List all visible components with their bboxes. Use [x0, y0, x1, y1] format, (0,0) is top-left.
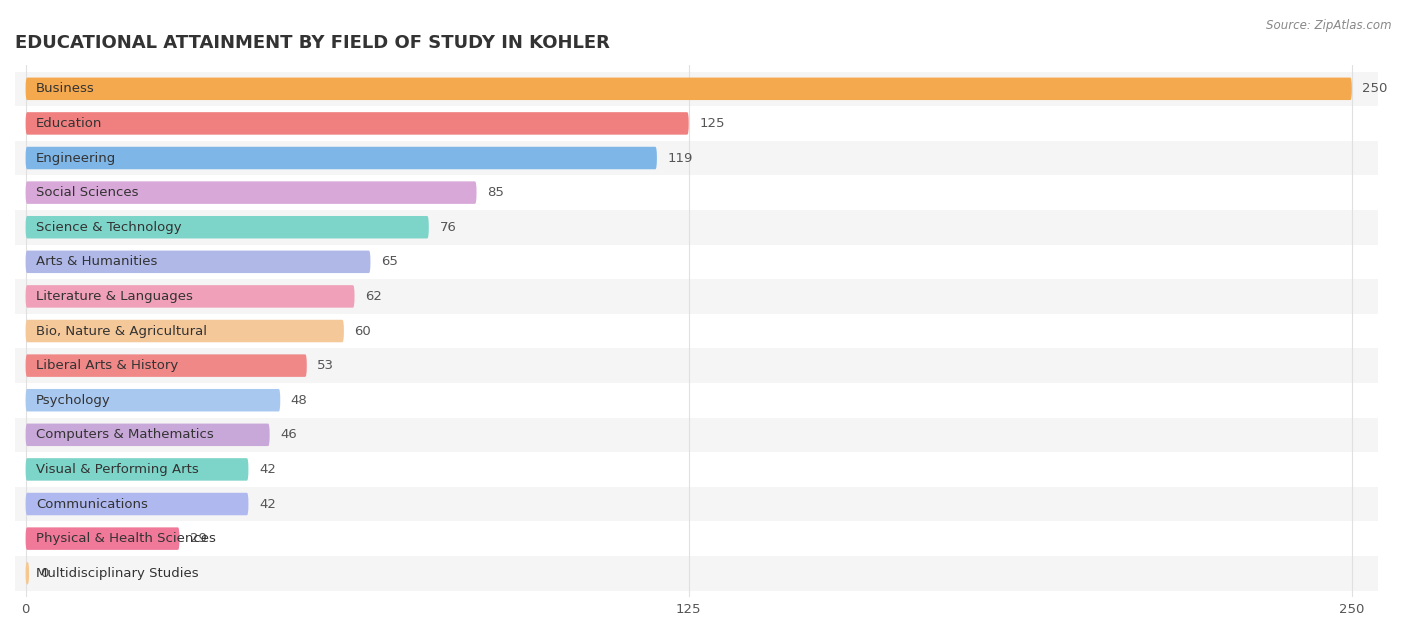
- Text: Business: Business: [37, 82, 96, 95]
- Bar: [0, 314, 1405, 348]
- Text: 60: 60: [354, 324, 371, 338]
- FancyBboxPatch shape: [25, 78, 1351, 100]
- Bar: [0, 175, 1405, 210]
- Text: 42: 42: [259, 463, 276, 476]
- Bar: [0, 556, 1405, 591]
- Bar: [0, 210, 1405, 245]
- Text: 0: 0: [39, 567, 48, 580]
- Bar: [0, 487, 1405, 521]
- Text: 65: 65: [381, 256, 398, 268]
- Text: 85: 85: [486, 186, 503, 199]
- Bar: [0, 418, 1405, 452]
- Text: Bio, Nature & Agricultural: Bio, Nature & Agricultural: [37, 324, 207, 338]
- Text: Computers & Mathematics: Computers & Mathematics: [37, 428, 214, 441]
- Text: Source: ZipAtlas.com: Source: ZipAtlas.com: [1267, 19, 1392, 32]
- Text: Engineering: Engineering: [37, 151, 117, 165]
- FancyBboxPatch shape: [25, 355, 307, 377]
- Text: Literature & Languages: Literature & Languages: [37, 290, 193, 303]
- Text: Liberal Arts & History: Liberal Arts & History: [37, 359, 179, 372]
- FancyBboxPatch shape: [25, 423, 270, 446]
- Text: 29: 29: [190, 532, 207, 545]
- Text: Physical & Health Sciences: Physical & Health Sciences: [37, 532, 217, 545]
- FancyBboxPatch shape: [25, 285, 354, 308]
- Bar: [0, 245, 1405, 279]
- Text: Visual & Performing Arts: Visual & Performing Arts: [37, 463, 200, 476]
- FancyBboxPatch shape: [25, 458, 249, 481]
- Text: Psychology: Psychology: [37, 394, 111, 407]
- Text: 125: 125: [699, 117, 725, 130]
- FancyBboxPatch shape: [25, 320, 344, 342]
- FancyBboxPatch shape: [25, 493, 249, 516]
- Bar: [0, 106, 1405, 141]
- FancyBboxPatch shape: [25, 147, 657, 169]
- Bar: [0, 141, 1405, 175]
- FancyBboxPatch shape: [25, 112, 689, 134]
- FancyBboxPatch shape: [25, 389, 280, 411]
- Text: 76: 76: [440, 221, 457, 233]
- Bar: [0, 348, 1405, 383]
- Text: EDUCATIONAL ATTAINMENT BY FIELD OF STUDY IN KOHLER: EDUCATIONAL ATTAINMENT BY FIELD OF STUDY…: [15, 34, 610, 52]
- Text: Social Sciences: Social Sciences: [37, 186, 139, 199]
- Text: 48: 48: [291, 394, 308, 407]
- FancyBboxPatch shape: [25, 528, 180, 550]
- Text: Arts & Humanities: Arts & Humanities: [37, 256, 157, 268]
- Bar: [0, 521, 1405, 556]
- FancyBboxPatch shape: [25, 216, 429, 239]
- Text: 250: 250: [1362, 82, 1388, 95]
- Text: Education: Education: [37, 117, 103, 130]
- FancyBboxPatch shape: [25, 562, 30, 584]
- Bar: [0, 383, 1405, 418]
- Text: 42: 42: [259, 497, 276, 510]
- Bar: [0, 452, 1405, 487]
- Bar: [0, 71, 1405, 106]
- Text: Multidisciplinary Studies: Multidisciplinary Studies: [37, 567, 198, 580]
- Text: 119: 119: [668, 151, 693, 165]
- Bar: [0, 279, 1405, 314]
- Text: Science & Technology: Science & Technology: [37, 221, 181, 233]
- Text: 53: 53: [318, 359, 335, 372]
- FancyBboxPatch shape: [25, 251, 370, 273]
- FancyBboxPatch shape: [25, 181, 477, 204]
- Text: 46: 46: [280, 428, 297, 441]
- Text: 62: 62: [366, 290, 382, 303]
- Text: Communications: Communications: [37, 497, 148, 510]
